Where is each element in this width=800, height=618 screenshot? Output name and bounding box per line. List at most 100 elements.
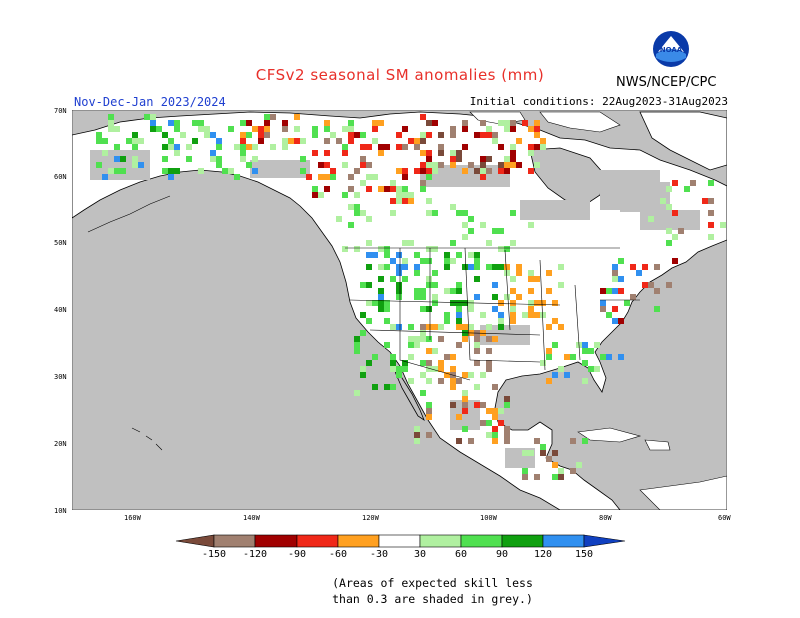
anomaly-cell [402, 126, 408, 132]
anomaly-cell [240, 150, 246, 156]
anomaly-cell [510, 312, 516, 318]
anomaly-cell [168, 138, 174, 144]
anomaly-cell [336, 216, 342, 222]
anomaly-cell [396, 270, 402, 276]
anomaly-cell [432, 366, 438, 372]
anomaly-cell [486, 126, 492, 132]
anomaly-cell [426, 258, 432, 264]
anomaly-cell [450, 156, 456, 162]
anomaly-cell [510, 210, 516, 216]
anomaly-cell [708, 222, 714, 228]
anomaly-cell [252, 144, 258, 150]
anomaly-cell [258, 132, 264, 138]
anomaly-cell [480, 132, 486, 138]
anomaly-cell [462, 324, 468, 330]
anomaly-cell [426, 432, 432, 438]
anomaly-cell [420, 114, 426, 120]
anomaly-cell [552, 300, 558, 306]
anomaly-cell [456, 414, 462, 420]
anomaly-cell [558, 366, 564, 372]
anomaly-cell [354, 246, 360, 252]
anomaly-cell [510, 306, 516, 312]
anomaly-cell [342, 246, 348, 252]
anomaly-cell [168, 168, 174, 174]
anomaly-cell [240, 156, 246, 162]
anomaly-cell [660, 198, 666, 204]
political-borders [345, 247, 640, 381]
anomaly-cell [498, 318, 504, 324]
anomaly-cell [546, 270, 552, 276]
anomaly-cell [444, 354, 450, 360]
anomaly-cell [558, 468, 564, 474]
lon-label: 100W [480, 514, 498, 522]
anomaly-cell [342, 192, 348, 198]
anomaly-cell [192, 120, 198, 126]
anomaly-cell [486, 432, 492, 438]
anomaly-cell [414, 144, 420, 150]
anomaly-cell [210, 156, 216, 162]
anomaly-cell [516, 264, 522, 270]
anomaly-cell [360, 330, 366, 336]
anomaly-cell [342, 126, 348, 132]
anomaly-cell [456, 252, 462, 258]
anomaly-cell [510, 318, 516, 324]
anomaly-cell [390, 360, 396, 366]
anomaly-cell [396, 294, 402, 300]
anomaly-cell [564, 372, 570, 378]
anomaly-cell [216, 138, 222, 144]
anomaly-cell [600, 288, 606, 294]
anomaly-cell [552, 372, 558, 378]
anomaly-cell [666, 186, 672, 192]
anomaly-cell [324, 162, 330, 168]
anomaly-cell [498, 312, 504, 318]
anomaly-cell [492, 432, 498, 438]
anomaly-cell [420, 180, 426, 186]
anomaly-cell [174, 144, 180, 150]
anomaly-cell [384, 318, 390, 324]
anomaly-cell [390, 384, 396, 390]
legend-label: 60 [455, 549, 467, 560]
anomaly-cell [462, 390, 468, 396]
anomaly-cells [96, 114, 726, 480]
anomaly-cell [426, 366, 432, 372]
anomaly-cell [492, 384, 498, 390]
anomaly-cell [120, 168, 126, 174]
anomaly-cell [486, 366, 492, 372]
anomaly-cell [426, 348, 432, 354]
anomaly-cell [690, 180, 696, 186]
anomaly-cell [168, 120, 174, 126]
anomaly-cell [462, 234, 468, 240]
anomaly-cell [444, 318, 450, 324]
anomaly-cell [330, 168, 336, 174]
anomaly-cell [348, 120, 354, 126]
logo-text: NOAA [660, 46, 683, 54]
anomaly-cell [618, 354, 624, 360]
anomaly-cell [162, 144, 168, 150]
anomaly-cell [216, 162, 222, 168]
anomaly-cell [654, 264, 660, 270]
anomaly-cell [414, 264, 420, 270]
anomaly-cell [402, 174, 408, 180]
anomaly-cell [474, 252, 480, 258]
anomaly-cell [378, 264, 384, 270]
anomaly-cell [408, 336, 414, 342]
anomaly-cell [258, 126, 264, 132]
anomaly-cell [438, 150, 444, 156]
anomaly-cell [462, 144, 468, 150]
anomaly-cell [312, 126, 318, 132]
anomaly-cell [630, 294, 636, 300]
anomaly-cell [426, 120, 432, 126]
lat-label: 70N [54, 107, 67, 115]
anomaly-cell [498, 324, 504, 330]
anomaly-cell [348, 174, 354, 180]
anomaly-cell [426, 210, 432, 216]
anomaly-cell [534, 120, 540, 126]
anomaly-cell [282, 126, 288, 132]
anomaly-cell [426, 282, 432, 288]
anomaly-cell [618, 288, 624, 294]
forecast-period: Nov-Dec-Jan 2023/2024 [74, 95, 226, 109]
anomaly-cell [468, 252, 474, 258]
anomaly-cell [462, 168, 468, 174]
anomaly-cell [474, 342, 480, 348]
anomaly-cell [504, 396, 510, 402]
